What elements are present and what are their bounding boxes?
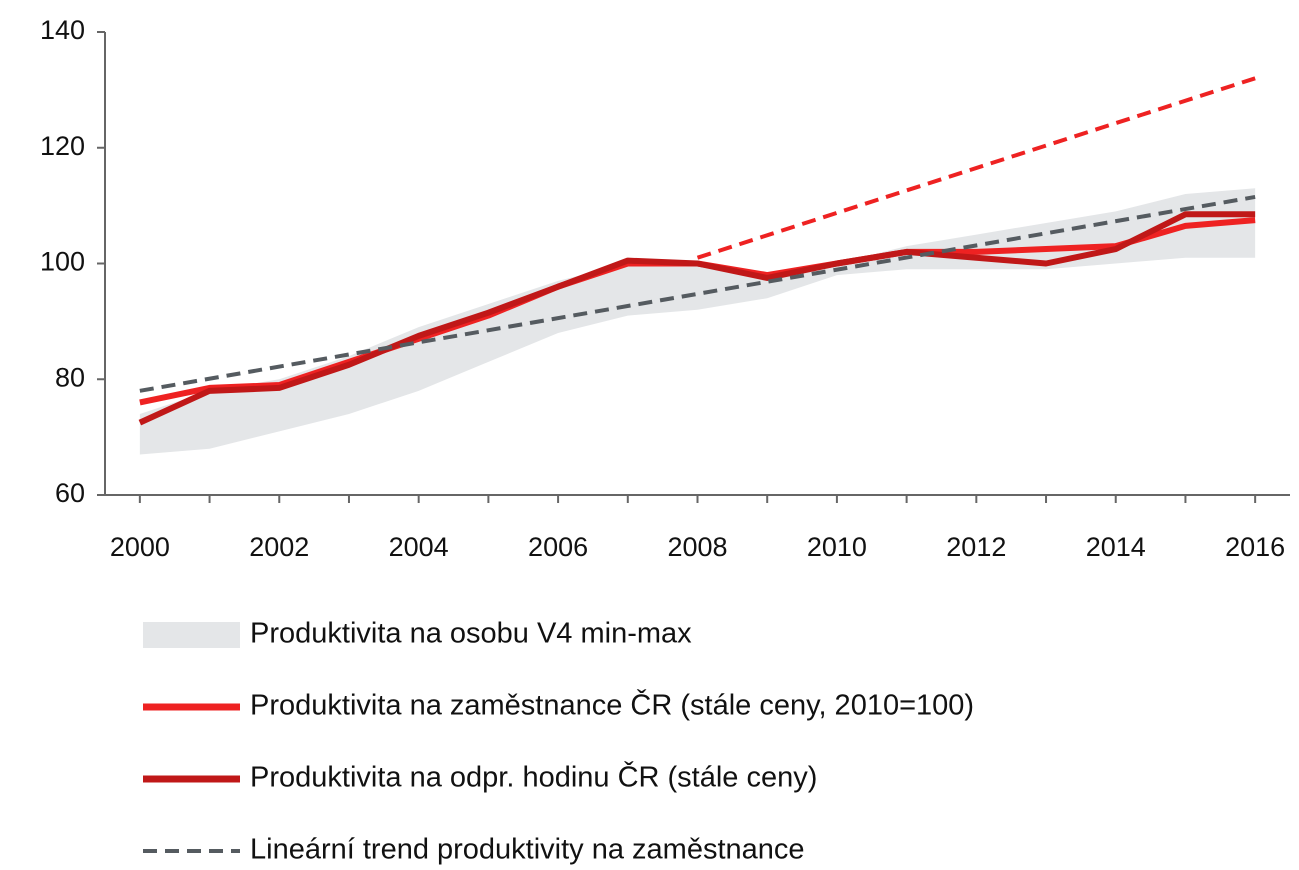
y-tick-label: 100	[40, 247, 85, 277]
range-band	[139, 188, 1256, 455]
line	[138, 211, 1256, 426]
legend-swatch	[143, 622, 240, 648]
x-tick-label: 2012	[946, 532, 1006, 562]
x-tick-label: 2010	[807, 532, 867, 562]
y-tick-label: 140	[40, 15, 85, 45]
legend-label: Produktivita na osobu V4 min-max	[250, 618, 692, 650]
x-tick-label: 2014	[1086, 532, 1146, 562]
legend-label: Produktivita na zaměstnance ČR (stále ce…	[250, 688, 974, 722]
trend-line	[139, 194, 1256, 393]
y-tick-label: 80	[55, 362, 85, 392]
y-tick-label: 120	[40, 131, 85, 161]
x-tick-label: 2000	[110, 532, 170, 562]
legend-label: Lineární trend produktivity na zaměstnan…	[250, 834, 805, 866]
y-tick-label: 60	[55, 478, 85, 508]
x-tick-label: 2016	[1225, 532, 1285, 562]
x-tick-label: 2008	[667, 532, 727, 562]
trend-line	[696, 76, 1256, 260]
x-tick-label: 2004	[389, 532, 449, 562]
line	[139, 217, 1256, 406]
x-tick-label: 2006	[528, 532, 588, 562]
legend-label: Produktivita na odpr. hodinu ČR (stále c…	[250, 760, 817, 794]
x-tick-label: 2002	[249, 532, 309, 562]
